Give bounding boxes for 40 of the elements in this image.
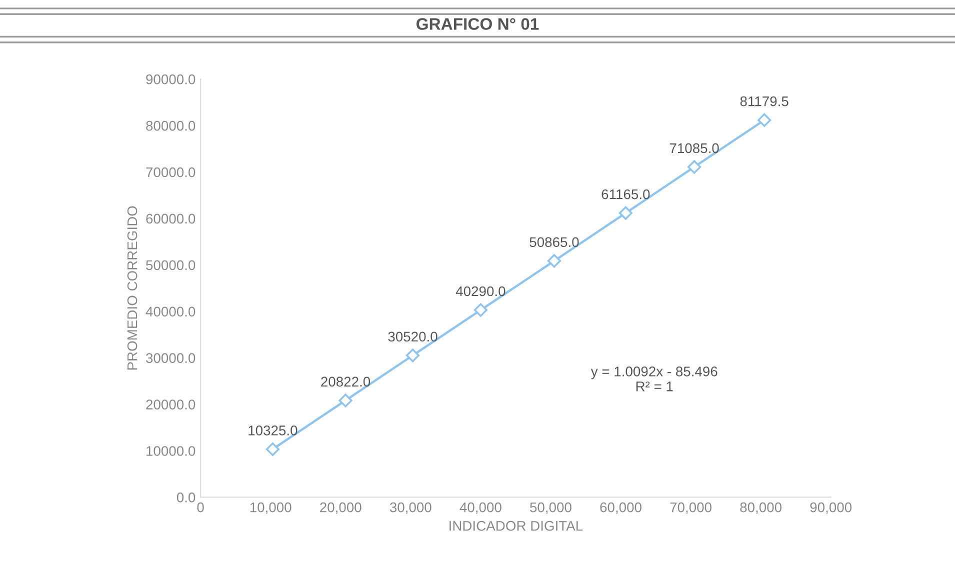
data-label: 10325.0 [248, 426, 298, 436]
point [266, 442, 280, 456]
y-tick-label: 20000.0 [146, 400, 196, 410]
y-tick-label: 60000.0 [146, 214, 196, 224]
y-tick-label: 50000.0 [146, 260, 196, 270]
y-tick-label: 0.0 [176, 492, 196, 502]
annotation: y = 1.0092x - 85.496 R² = 1 [590, 366, 718, 392]
x-axis-title: INDICADOR DIGITAL [450, 520, 583, 531]
point [547, 254, 562, 268]
x-tick-label: 30,000 [390, 502, 432, 514]
point [758, 113, 772, 127]
point [687, 160, 702, 174]
y-tick-label: 10000.0 [146, 446, 196, 456]
data-label: 20822.0 [321, 376, 370, 387]
x-tick-label: 20,000 [320, 502, 362, 514]
x-tick-label: 90,000 [810, 502, 852, 514]
y-tick-label: 40000.0 [146, 306, 196, 317]
point [474, 303, 488, 317]
y-tick-label: 30000.0 [146, 353, 196, 364]
data-label: 50865.0 [530, 237, 579, 248]
data-label: 30520.0 [388, 332, 438, 342]
point [338, 394, 352, 408]
x-tick-label: 60,000 [600, 502, 642, 514]
x-tick-label: 10,000 [250, 502, 292, 514]
chart-title: GRAFICO N° 01 [416, 18, 539, 30]
data-label: 61165.0 [602, 189, 650, 200]
y-tick-label: 90000.0 [146, 74, 196, 84]
x-tick-label: 50,000 [530, 502, 572, 514]
x-tick-label: 0 [197, 502, 204, 512]
x-tick-label: 40,000 [460, 502, 502, 514]
data-label: 40290.0 [456, 286, 506, 296]
point [406, 348, 420, 362]
x-tick-label: 70,000 [670, 502, 712, 514]
data-label: 81179.5 [740, 96, 788, 106]
y-tick-label: 80000.0 [146, 120, 196, 131]
y-tick-label: 70000.0 [146, 167, 196, 178]
y-axis-title: PROMEDIO CORREGIDO [127, 206, 138, 370]
point [618, 206, 632, 220]
data-label: 71085.0 [670, 143, 719, 154]
x-tick-label: 80,000 [740, 502, 782, 514]
